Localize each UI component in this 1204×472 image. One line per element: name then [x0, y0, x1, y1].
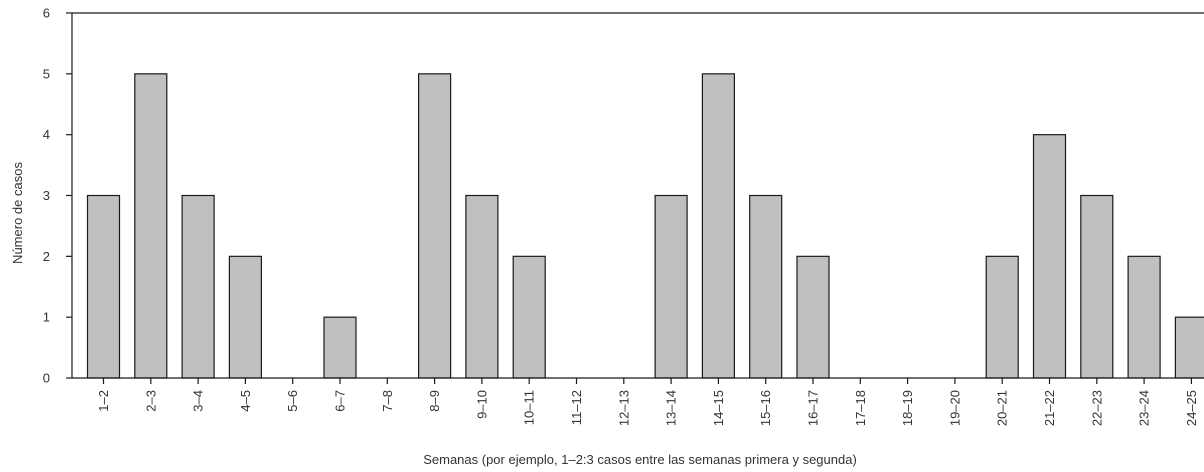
y-tick-label: 0 — [43, 371, 50, 386]
bar-16–17 — [796, 255, 830, 379]
y-tick-label: 3 — [43, 188, 50, 203]
x-tick-label: 5–6 — [285, 390, 300, 412]
x-tick-label: 12–13 — [616, 390, 631, 426]
x-tick-label: 3–4 — [191, 390, 206, 412]
x-tick-label: 10–11 — [522, 390, 537, 425]
bar-2–3 — [134, 73, 168, 379]
bar-9–10 — [465, 194, 499, 379]
bar-23–24 — [1127, 255, 1161, 379]
y-tick-label: 5 — [43, 66, 50, 81]
x-tick-label: 7–8 — [380, 390, 395, 412]
bar-21–22 — [1032, 134, 1067, 379]
y-axis-label: Número de casos — [10, 162, 25, 264]
bar-10–11 — [512, 255, 546, 379]
x-tick-label: 21–22 — [1042, 390, 1057, 426]
bars-group — [86, 73, 1204, 379]
bar-15–16 — [749, 194, 783, 379]
y-tick-label: 2 — [43, 249, 50, 264]
bar-20–21 — [985, 255, 1019, 379]
x-tick-label: 13–14 — [664, 390, 679, 426]
x-tick-label: 4–5 — [238, 390, 253, 412]
x-tick-label: 2–3 — [143, 390, 158, 412]
y-ticks-group: 0 1 2 3 4 5 6 — [43, 6, 72, 386]
y-tick-label: 1 — [43, 310, 50, 325]
x-tick-label: 23–24 — [1137, 390, 1152, 426]
x-tick-label: 24–25 — [1184, 390, 1199, 426]
x-tick-label: 14–15 — [711, 390, 726, 426]
x-tick-label: 6–7 — [333, 390, 348, 412]
y-tick-label: 4 — [43, 127, 50, 142]
x-tick-label: 18–19 — [900, 390, 915, 426]
x-tick-label: 8–9 — [427, 390, 442, 412]
y-tick-label: 6 — [43, 6, 50, 21]
bar-3–4 — [181, 194, 215, 379]
bar-14–15 — [701, 73, 736, 379]
bar-24–25 — [1174, 316, 1204, 379]
x-tick-label: 20–21 — [995, 390, 1010, 426]
bar-22–23 — [1080, 194, 1114, 379]
bar-1–2 — [86, 194, 121, 379]
x-tick-label: 15–16 — [758, 390, 773, 426]
bar-4–5 — [228, 255, 262, 379]
x-ticks-group: 1–2 2–3 3–4 4–5 5–6 6–7 7–8 8–9 9–10 10–11 11–12 12… — [96, 378, 1199, 426]
bar-13–14 — [654, 194, 688, 379]
x-tick-label: 11–12 — [569, 390, 584, 425]
bar-6–7 — [323, 316, 357, 379]
x-tick-label: 9–10 — [474, 390, 489, 419]
bar-8–9 — [418, 73, 452, 379]
x-tick-label: 17–18 — [853, 390, 868, 426]
x-tick-label: 16–17 — [806, 390, 821, 426]
x-tick-label: 19–20 — [947, 390, 962, 426]
x-tick-label: 1–2 — [96, 390, 111, 412]
x-axis-label: Semanas (por ejemplo, 1–2:3 casos entre … — [423, 452, 857, 467]
x-tick-label: 22–23 — [1089, 390, 1104, 426]
